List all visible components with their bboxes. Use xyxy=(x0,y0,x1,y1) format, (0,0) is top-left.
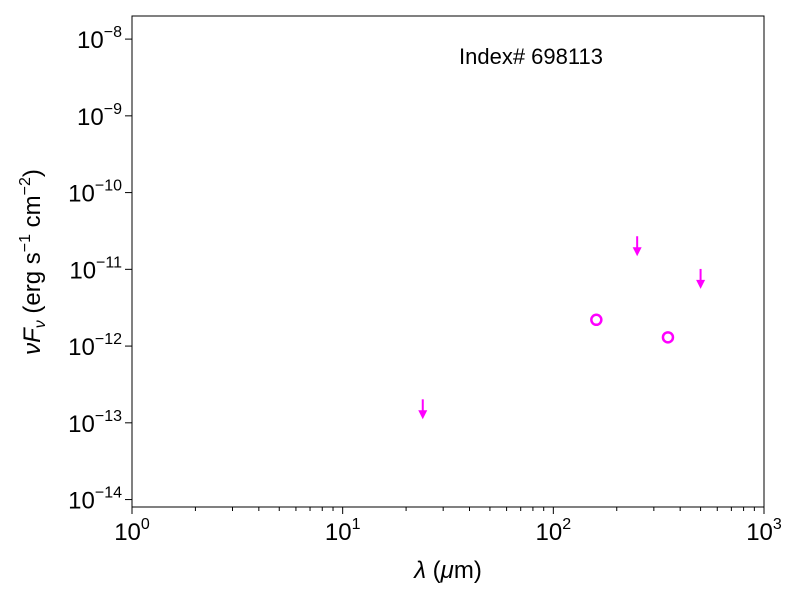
x-tick-label: 100 xyxy=(114,516,150,546)
x-tick-label: 102 xyxy=(536,516,572,546)
upper-limit-arrow xyxy=(632,236,642,257)
y-axis-label: νFν (erg s−1 cm−2) xyxy=(17,169,49,355)
y-tick-label: 10−14 xyxy=(68,485,122,515)
y-tick-label: 10−11 xyxy=(69,254,122,284)
x-tick-label: 103 xyxy=(746,516,782,546)
x-axis-ticks: 100 101 102 103 xyxy=(114,507,782,546)
y-tick-label: 10−8 xyxy=(77,24,122,54)
y-tick-label: 10−9 xyxy=(77,101,122,131)
upper-limit-arrow xyxy=(696,268,706,289)
detection-marker xyxy=(590,313,603,327)
x-axis-label: λ (μm) xyxy=(412,557,482,584)
chart-annotation: Index# 698113 xyxy=(459,44,603,69)
y-tick-label: 10−13 xyxy=(68,408,122,438)
y-tick-label: 10−10 xyxy=(68,178,122,208)
y-axis-ticks: 10−14 10−13 10−12 10−11 10−10 10−9 10−8 xyxy=(68,24,132,515)
data-markers xyxy=(418,236,706,420)
detection-marker xyxy=(661,331,675,344)
y-tick-label: 10−12 xyxy=(68,331,122,361)
x-tick-label: 101 xyxy=(325,516,361,546)
upper-limit-arrow xyxy=(418,399,428,420)
plot-frame xyxy=(131,15,765,508)
